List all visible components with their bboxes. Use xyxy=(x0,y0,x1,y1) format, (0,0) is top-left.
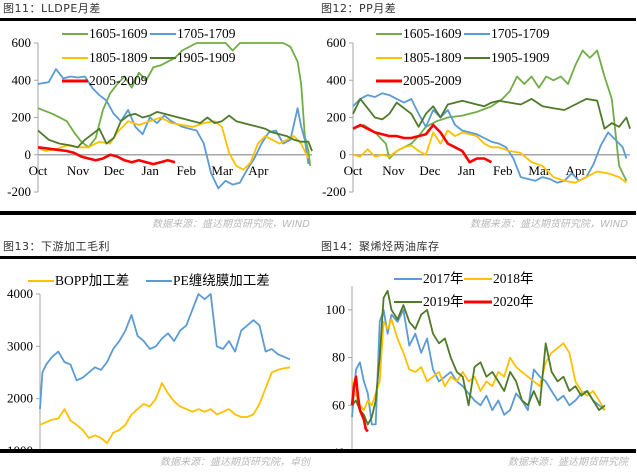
y-tick-label: 40 xyxy=(332,445,345,450)
series-line-PE缠绕膜加工差 xyxy=(39,293,291,410)
y-tick-label: 3000 xyxy=(7,338,33,353)
y-tick-label: 80 xyxy=(332,350,345,365)
series-line-2019年 xyxy=(351,289,606,426)
x-tick-label: Apr xyxy=(248,163,269,178)
y-tick-label: 60 xyxy=(332,397,345,412)
x-tick-label: Nov xyxy=(67,163,90,178)
legend-label: 1705-1709 xyxy=(177,26,236,41)
legend-label: 1705-1709 xyxy=(491,26,550,41)
series-line-1905-1909 xyxy=(37,111,313,152)
x-tick-label: Mar xyxy=(211,163,233,178)
x-tick-label: Dec xyxy=(419,163,440,178)
legend-label: BOPP加工差 xyxy=(55,273,129,288)
chart-title: 图13：下游加工毛利 xyxy=(3,240,110,253)
y-tick-label: 2000 xyxy=(7,391,33,406)
legend-label: 1805-1809 xyxy=(403,50,462,65)
series-line-2005-2009 xyxy=(352,123,493,164)
chart-title: 图11：LLDPE月差 xyxy=(3,2,101,15)
x-tick-label: Oct xyxy=(344,163,363,178)
lldpe-spread-chart: -200 0 200 400 600 Oct Nov Dec Jan Feb Mar Apr 1605-… xyxy=(7,26,313,199)
legend-label: PE缠绕膜加工差 xyxy=(173,272,270,288)
x-tick-label: Feb xyxy=(493,163,513,178)
y-tick-label: 1000 xyxy=(7,443,33,450)
panel-inventory: 图14：聚烯烃两油库存 406080100JanFebMarAprMayJunJ… xyxy=(318,238,636,475)
y-tick-label: 0 xyxy=(25,147,32,162)
chart-title: 图12：PP月差 xyxy=(321,2,397,15)
y-tick-label: 200 xyxy=(12,110,32,125)
source-caption: 数据来源：盛达期货研究院，WIND xyxy=(151,219,310,230)
series-line-BOPP加工差 xyxy=(39,366,291,445)
y-tick-label: 400 xyxy=(12,72,32,87)
series-line-2020年 xyxy=(350,375,369,433)
legend-label: 1605-1609 xyxy=(403,26,462,41)
caption-rule xyxy=(318,449,636,453)
legend-label: 2020年 xyxy=(493,294,534,309)
title-rule xyxy=(318,256,636,259)
legend-label: 1805-1809 xyxy=(89,50,148,65)
y-tick-label: -200 xyxy=(322,184,346,199)
title-rule xyxy=(0,18,318,21)
panel-pp-spread: 图12：PP月差 -200 0 200 400 600 Oct Nov Dec Jan Feb Ma… xyxy=(318,0,636,237)
x-tick-label: Dec xyxy=(104,163,125,178)
caption-rule xyxy=(0,449,318,453)
y-tick-label: 400 xyxy=(327,72,347,87)
source-caption: 数据来源：盛达期货研究院，WIND xyxy=(469,219,628,230)
y-tick-label: 600 xyxy=(327,35,347,50)
title-rule xyxy=(318,18,636,21)
chart-title: 图14：聚烯烃两油库存 xyxy=(321,240,440,253)
x-tick-label: Mar xyxy=(528,163,550,178)
series-line-2005-2009 xyxy=(37,146,176,166)
inventory-chart: 406080100JanFebMarAprMayJunJulAugSepOctN… xyxy=(326,271,606,450)
x-tick-label: Nov xyxy=(382,163,405,178)
y-tick-label: 200 xyxy=(327,110,347,125)
legend-label: 2005-2009 xyxy=(403,73,462,88)
source-caption: 数据来源：盛达期货研究院，卓创 xyxy=(160,457,310,468)
x-tick-label: Feb xyxy=(176,163,196,178)
panel-lldpe-spread: 图11：LLDPE月差 -200 0 200 400 600 Oct Nov Dec Jan Fe… xyxy=(0,0,318,237)
series-line-2017年 xyxy=(351,309,606,426)
legend-label: 2018年 xyxy=(493,271,534,286)
legend-label: 1605-1609 xyxy=(89,26,148,41)
legend-label: 2019年 xyxy=(423,294,464,309)
x-tick-label: Jan xyxy=(458,163,476,178)
legend-label: 1905-1909 xyxy=(177,50,236,65)
legend-label: 1905-1909 xyxy=(491,50,550,65)
caption-rule xyxy=(0,211,318,215)
panel-processing-margin: 图13：下游加工毛利 100020003000400020182019202BO… xyxy=(0,238,318,475)
series-line-1805-1809 xyxy=(352,129,627,184)
y-tick-label: -200 xyxy=(7,184,31,199)
y-tick-label: 600 xyxy=(12,35,32,50)
x-tick-label: Oct xyxy=(29,163,48,178)
legend-label: 2005-2009 xyxy=(89,73,148,88)
series-line-1805-1809 xyxy=(37,116,310,171)
processing-margin-chart: 100020003000400020182019202BOPP加工差PE缠绕膜加… xyxy=(7,272,291,450)
x-tick-label: Jan xyxy=(141,163,159,178)
series-line-1905-1909 xyxy=(352,98,631,130)
y-tick-label: 0 xyxy=(340,147,347,162)
source-caption: 数据来源：盛达期货研究院 xyxy=(508,457,628,468)
series-line-2018年 xyxy=(351,318,606,412)
legend-label: 2017年 xyxy=(423,271,464,286)
y-tick-label: 100 xyxy=(326,302,346,317)
caption-rule xyxy=(318,211,636,215)
title-rule xyxy=(0,256,318,259)
y-tick-label: 4000 xyxy=(7,286,33,301)
